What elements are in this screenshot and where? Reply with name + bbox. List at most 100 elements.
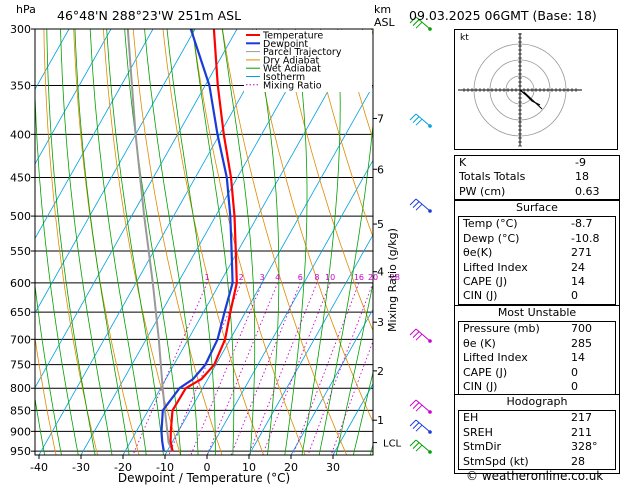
wind-barb-flag xyxy=(415,333,423,341)
km-tick-label: 7 xyxy=(377,112,384,125)
table-row: EH 217 xyxy=(459,411,615,425)
isotherm-line xyxy=(35,29,154,240)
x-tick-label: -20 xyxy=(114,461,132,474)
wet-adiabat xyxy=(60,29,113,455)
isotherm-line xyxy=(35,29,196,314)
row-label: EH xyxy=(463,411,479,425)
wet-adiabat xyxy=(46,29,96,455)
km-tick-label: 4 xyxy=(377,266,384,279)
km-label: km xyxy=(374,3,392,16)
dry-adiabat xyxy=(103,29,181,455)
x-tick-label: 20 xyxy=(284,461,298,474)
km-tick-label: 3 xyxy=(377,316,384,329)
row-label: CAPE (J) xyxy=(463,274,508,288)
wet-adiabat xyxy=(166,29,216,455)
row-label: Lifted Index xyxy=(463,351,528,365)
row-value: 14 xyxy=(571,274,585,288)
wind-barb-flag xyxy=(409,113,417,121)
wind-barb-flag xyxy=(409,439,417,447)
x-tick-label: -10 xyxy=(156,461,174,474)
wind-barb-flag xyxy=(412,116,420,123)
pressure-tick-label: 400 xyxy=(10,128,31,141)
pressure-tick-label: 450 xyxy=(10,172,31,185)
wind-barb-flag xyxy=(412,19,420,26)
section-title: Most Unstable xyxy=(497,306,577,319)
table-row: K -9 xyxy=(455,156,619,170)
table-row: Lifted Index 24 xyxy=(459,261,615,275)
legend-label: Dry Adiabat xyxy=(263,55,320,66)
table-row: PW (cm) 0.63 xyxy=(455,185,619,199)
table-row: CAPE (J) 14 xyxy=(459,275,615,289)
row-value: -8.7 xyxy=(571,217,593,231)
hodograph-kt-label: kt xyxy=(460,33,469,43)
dry-adiabat xyxy=(132,29,223,455)
row-label: Totals Totals xyxy=(459,170,526,184)
table-row: Totals Totals 18 xyxy=(455,170,619,184)
row-value: 18 xyxy=(575,170,589,184)
table-row: Temp (°C) -8.7 xyxy=(459,217,615,231)
wind-barb-flag xyxy=(409,328,417,336)
mixing-ratio-line xyxy=(206,282,279,455)
wet-adiabat xyxy=(335,281,373,455)
row-label: Temp (°C) xyxy=(463,217,518,231)
wind-barb-flag xyxy=(415,21,423,29)
wind-barb-flag xyxy=(412,422,420,429)
wind-barb-dot xyxy=(428,450,432,454)
legend-label: Parcel Trajectory xyxy=(263,47,342,58)
wind-barb-flag xyxy=(415,118,423,126)
row-value: 24 xyxy=(571,260,585,274)
table-row: CAPE (J) 0 xyxy=(459,366,615,380)
plot-frame xyxy=(34,28,374,456)
mixing-ratio-line xyxy=(307,282,373,455)
mixing-ratio-line xyxy=(190,282,263,455)
pressure-tick-label: 350 xyxy=(10,79,31,92)
wind-barb-dot xyxy=(428,209,432,213)
legend-label: Temperature xyxy=(262,31,323,42)
legend-label: Isotherm xyxy=(263,72,305,83)
dry-adiabat xyxy=(73,29,140,455)
row-value: 328° xyxy=(571,440,598,454)
wet-adiabat xyxy=(318,120,373,455)
wind-barb-flag xyxy=(415,404,423,412)
wind-barb-flag xyxy=(409,198,417,206)
row-value: 0 xyxy=(571,289,578,303)
row-label: θe(K) xyxy=(463,246,493,260)
pressure-tick-label: 300 xyxy=(10,23,31,36)
isotherm-line xyxy=(290,308,373,455)
row-value: 217 xyxy=(571,411,592,425)
hodograph-table: Hodograph EH 217 SREH 211 StmDir 328° StmSpd (k… xyxy=(454,394,620,474)
pressure-tick-label: 650 xyxy=(10,306,31,319)
wind-barb-dot xyxy=(428,410,432,414)
wet-adiabat xyxy=(352,370,373,455)
dry-adiabat xyxy=(35,335,57,455)
row-label: Lifted Index xyxy=(463,260,528,274)
row-label: CAPE (J) xyxy=(463,365,508,379)
mixing-ratio-line xyxy=(292,282,360,455)
pressure-tick-label: 850 xyxy=(10,404,31,417)
dry-adiabat xyxy=(162,29,264,455)
km-tick-label: 1 xyxy=(377,414,384,427)
section-title: Hodograph xyxy=(506,395,568,408)
row-value: 271 xyxy=(571,246,592,260)
wind-barb-dot xyxy=(428,339,432,343)
wind-barb xyxy=(415,399,431,413)
row-label: SREH xyxy=(463,425,493,439)
mixing-ratio-axis-label: Mixing Ratio (g/kg) xyxy=(386,228,399,332)
pressure-tick-label: 750 xyxy=(10,359,31,372)
wet-adiabat xyxy=(144,29,199,455)
temperature-line xyxy=(169,29,238,452)
copyright-footer: © weatheronline.co.uk xyxy=(466,469,604,483)
table-row: CIN (J) 0 xyxy=(459,289,615,303)
x-tick-label: 0 xyxy=(204,461,211,474)
wind-barb-flag xyxy=(412,201,420,208)
table-row: StmSpd (kt) 28 xyxy=(459,455,615,469)
row-value: -10.8 xyxy=(571,231,600,245)
pressure-tick-label: 550 xyxy=(10,245,31,258)
km-tick-label: 5 xyxy=(377,218,384,231)
row-label: Dewp (°C) xyxy=(463,231,520,245)
storm-motion-arrow xyxy=(523,91,543,110)
hodograph-plot: kt xyxy=(454,29,618,150)
pressure-tick-label: 500 xyxy=(10,210,31,223)
row-value: 0 xyxy=(571,379,578,393)
x-tick-label: 30 xyxy=(326,461,340,474)
